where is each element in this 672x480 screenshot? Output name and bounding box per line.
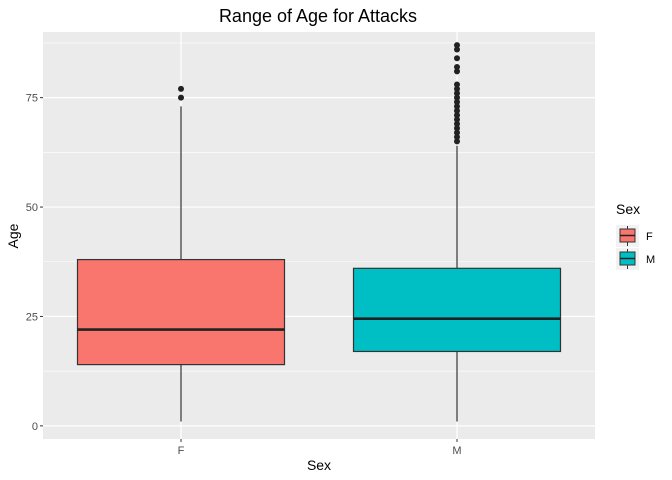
- legend-label: F: [646, 231, 653, 243]
- outlier-point: [454, 103, 460, 110]
- outlier-point: [178, 94, 184, 101]
- y-tick-label: 0: [32, 421, 38, 433]
- outlier-point: [454, 125, 460, 132]
- outlier-point: [454, 81, 460, 88]
- chart-title: Range of Age for Attacks: [219, 6, 417, 26]
- y-axis-title: Age: [5, 223, 21, 248]
- outlier-point: [454, 116, 460, 123]
- x-tick-label: M: [452, 445, 461, 457]
- outlier-point: [454, 120, 460, 127]
- outlier-point: [454, 134, 460, 141]
- legend-key-F: [616, 225, 639, 247]
- legend-label: M: [646, 254, 655, 266]
- box: [76, 258, 286, 366]
- legend-key-M: [616, 248, 639, 270]
- outlier-point: [454, 138, 460, 145]
- outlier-point: [454, 90, 460, 97]
- box: [352, 267, 562, 353]
- y-tick-label: 25: [26, 311, 38, 323]
- legend-title: Sex: [616, 201, 640, 217]
- outlier-point: [454, 85, 460, 92]
- outlier-point: [454, 68, 460, 75]
- outlier-point: [454, 129, 460, 136]
- outlier-point: [454, 42, 460, 49]
- y-tick-label: 50: [26, 202, 38, 214]
- x-axis-title: Sex: [307, 457, 331, 473]
- x-tick-label: F: [178, 445, 185, 457]
- boxplot-F: [76, 85, 286, 422]
- boxplots: [76, 42, 562, 422]
- outlier-point: [454, 94, 460, 101]
- outlier-point: [454, 107, 460, 114]
- outlier-point: [454, 99, 460, 106]
- outlier-point: [454, 46, 460, 53]
- y-tick-label: 75: [26, 93, 38, 105]
- plot-panel: [43, 32, 595, 439]
- boxplot-M: [352, 42, 562, 422]
- outlier-point: [454, 64, 460, 71]
- outlier-point: [454, 55, 460, 62]
- legend: Sex FM: [616, 201, 655, 270]
- outlier-point: [178, 85, 184, 92]
- outlier-point: [454, 112, 460, 119]
- y-tick-labels: 0 25 50 75: [26, 93, 43, 433]
